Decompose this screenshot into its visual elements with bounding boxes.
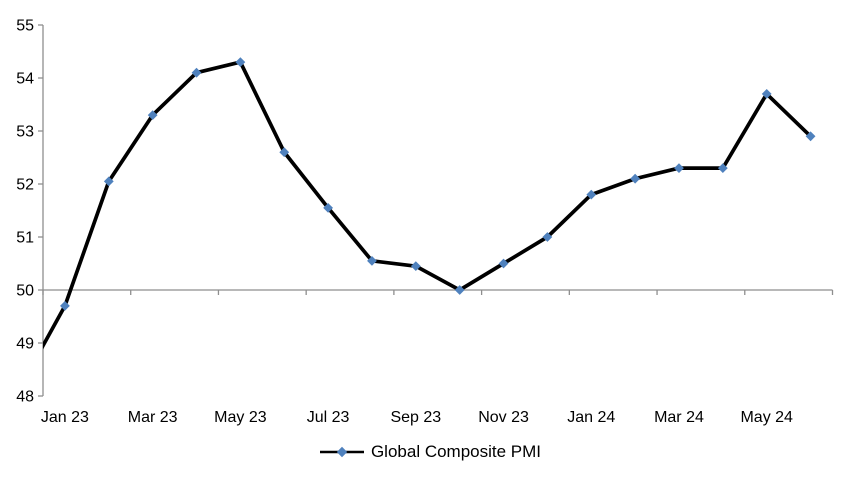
data-point-marker xyxy=(279,147,290,158)
legend-label: Global Composite PMI xyxy=(370,442,542,461)
data-point-marker xyxy=(586,189,597,200)
data-point-marker xyxy=(410,261,421,272)
data-point-marker xyxy=(674,163,684,173)
series-line xyxy=(43,60,813,350)
data-point-marker xyxy=(367,255,377,266)
data-point-marker xyxy=(323,202,333,213)
data-point-marker xyxy=(630,173,641,184)
data-point-marker xyxy=(235,57,246,67)
data-point-marker xyxy=(498,258,509,269)
x-axis-labels: Jan 23 Mar 23 May 23 Jul 23 Sep 23 Nov 23 Jan … xyxy=(41,409,793,426)
y-tick-label: 51 xyxy=(16,230,34,247)
y-tick-label: 48 xyxy=(16,389,34,406)
data-point-marker xyxy=(717,163,728,173)
legend-line-marker-icon xyxy=(319,446,364,458)
y-axis xyxy=(38,24,44,397)
data-point-marker xyxy=(147,110,158,120)
data-point-marker xyxy=(542,232,553,242)
series-global-composite-pmi xyxy=(43,57,816,350)
y-axis-labels: 48 49 50 51 52 53 54 55 xyxy=(16,18,34,406)
data-point-marker xyxy=(60,301,70,311)
x-tick-label: Mar 23 xyxy=(128,409,178,426)
x-tick-label: May 23 xyxy=(214,409,267,426)
y-tick-label: 49 xyxy=(16,336,34,353)
x-tick-label: Mar 24 xyxy=(654,409,704,426)
data-point-marker xyxy=(761,89,772,99)
x-tick-label: Nov 23 xyxy=(478,409,529,426)
data-point-marker xyxy=(454,285,465,295)
x-axis xyxy=(42,289,834,295)
y-tick-label: 53 xyxy=(16,124,34,141)
x-tick-label: Jul 23 xyxy=(307,409,350,426)
data-point-marker xyxy=(805,131,816,142)
data-point-marker xyxy=(191,67,202,78)
chart-legend: Global Composite PMI xyxy=(4,441,852,463)
x-tick-label: Jan 24 xyxy=(567,409,615,426)
x-tick-label: Jan 23 xyxy=(41,409,89,426)
y-tick-label: 52 xyxy=(16,177,34,194)
x-tick-label: May 24 xyxy=(740,409,793,426)
y-tick-label: 50 xyxy=(16,283,34,300)
data-point-marker xyxy=(103,176,114,187)
x-tick-label: Sep 23 xyxy=(390,409,441,426)
y-tick-label: 55 xyxy=(16,18,34,35)
y-tick-label: 54 xyxy=(16,71,34,88)
